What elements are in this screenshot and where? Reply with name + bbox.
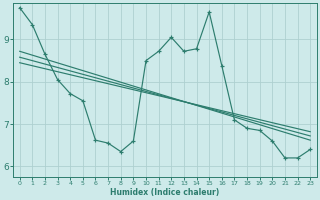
- X-axis label: Humidex (Indice chaleur): Humidex (Indice chaleur): [110, 188, 220, 197]
